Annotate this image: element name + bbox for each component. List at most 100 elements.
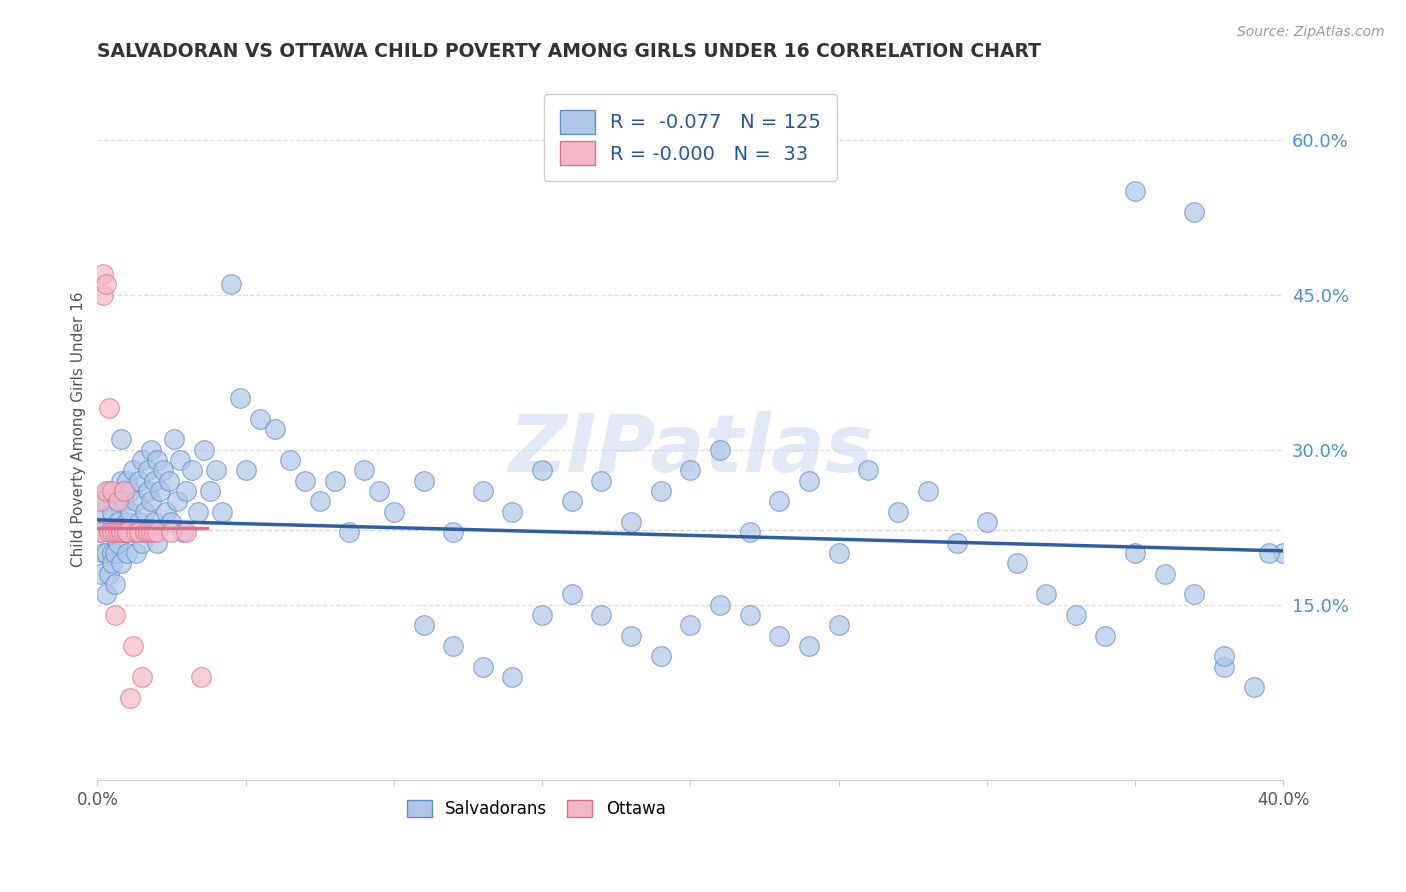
Point	[650, 649, 672, 664]
Point	[134, 525, 156, 540]
Point	[163, 432, 186, 446]
Point	[110, 556, 132, 570]
Point	[561, 494, 583, 508]
Point	[1184, 587, 1206, 601]
Point	[98, 401, 121, 416]
Point	[591, 607, 613, 622]
Point	[1035, 587, 1057, 601]
Point	[1213, 659, 1236, 673]
Point	[382, 505, 405, 519]
Point	[112, 525, 135, 540]
Point	[96, 483, 118, 498]
Point	[149, 483, 172, 498]
Point	[107, 535, 129, 549]
Point	[91, 505, 114, 519]
Point	[946, 535, 969, 549]
Point	[561, 587, 583, 601]
Point	[122, 639, 145, 653]
Point	[89, 525, 111, 540]
Point	[89, 525, 111, 540]
Point	[101, 546, 124, 560]
Point	[139, 525, 162, 540]
Point	[128, 474, 150, 488]
Point	[98, 525, 121, 540]
Point	[101, 556, 124, 570]
Point	[160, 525, 183, 540]
Point	[152, 463, 174, 477]
Point	[1064, 607, 1087, 622]
Point	[142, 474, 165, 488]
Point	[101, 525, 124, 540]
Point	[118, 690, 141, 705]
Point	[441, 639, 464, 653]
Point	[887, 505, 910, 519]
Point	[104, 525, 127, 540]
Point	[1123, 546, 1146, 560]
Point	[145, 453, 167, 467]
Point	[98, 483, 121, 498]
Point	[797, 474, 820, 488]
Point	[1243, 681, 1265, 695]
Point	[98, 525, 121, 540]
Point	[1272, 546, 1295, 560]
Point	[145, 525, 167, 540]
Point	[134, 505, 156, 519]
Point	[125, 525, 148, 540]
Point	[91, 287, 114, 301]
Point	[219, 277, 242, 292]
Point	[501, 505, 523, 519]
Point	[155, 505, 177, 519]
Point	[131, 535, 153, 549]
Point	[104, 546, 127, 560]
Point	[104, 525, 127, 540]
Point	[172, 525, 194, 540]
Point	[441, 525, 464, 540]
Point	[768, 629, 790, 643]
Point	[827, 546, 849, 560]
Point	[1213, 649, 1236, 664]
Point	[176, 483, 198, 498]
Point	[211, 505, 233, 519]
Point	[368, 483, 391, 498]
Point	[412, 474, 434, 488]
Point	[96, 587, 118, 601]
Point	[128, 515, 150, 529]
Point	[110, 525, 132, 540]
Point	[131, 453, 153, 467]
Point	[125, 546, 148, 560]
Point	[308, 494, 330, 508]
Point	[112, 483, 135, 498]
Point	[187, 505, 209, 519]
Point	[1123, 184, 1146, 198]
Point	[91, 267, 114, 281]
Point	[136, 483, 159, 498]
Point	[176, 525, 198, 540]
Point	[278, 453, 301, 467]
Point	[337, 525, 360, 540]
Point	[101, 505, 124, 519]
Point	[118, 505, 141, 519]
Point	[157, 474, 180, 488]
Point	[709, 442, 731, 457]
Point	[679, 618, 702, 632]
Point	[249, 411, 271, 425]
Point	[125, 494, 148, 508]
Point	[1184, 205, 1206, 219]
Text: SALVADORAN VS OTTAWA CHILD POVERTY AMONG GIRLS UNDER 16 CORRELATION CHART: SALVADORAN VS OTTAWA CHILD POVERTY AMONG…	[97, 42, 1042, 61]
Point	[139, 494, 162, 508]
Point	[118, 483, 141, 498]
Legend: Salvadorans, Ottawa: Salvadorans, Ottawa	[401, 793, 672, 825]
Point	[115, 515, 138, 529]
Point	[294, 474, 316, 488]
Point	[122, 525, 145, 540]
Point	[142, 515, 165, 529]
Point	[160, 515, 183, 529]
Point	[91, 546, 114, 560]
Point	[591, 474, 613, 488]
Point	[104, 577, 127, 591]
Point	[198, 483, 221, 498]
Point	[531, 463, 554, 477]
Point	[131, 670, 153, 684]
Point	[104, 607, 127, 622]
Text: ZIPatlas: ZIPatlas	[508, 411, 873, 489]
